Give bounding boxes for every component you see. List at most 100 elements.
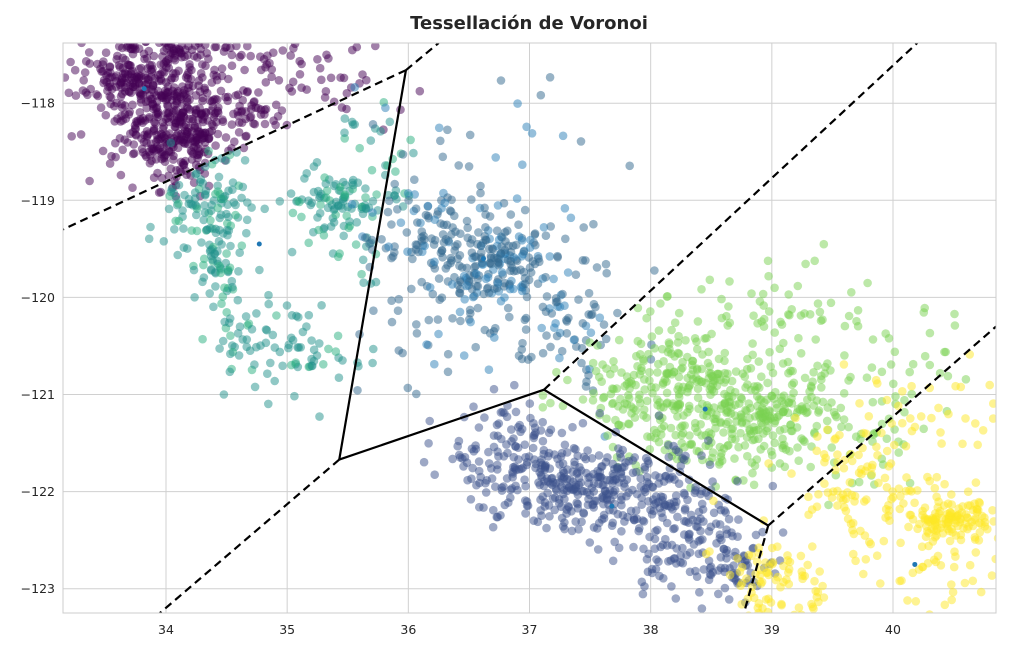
- scatter-point: [963, 487, 973, 497]
- scatter-point: [146, 222, 155, 232]
- scatter-point: [761, 416, 771, 425]
- scatter-point: [590, 496, 599, 506]
- scatter-point: [235, 322, 245, 332]
- scatter-point: [714, 566, 723, 575]
- scatter-point: [288, 208, 298, 218]
- scatter-point: [234, 267, 243, 276]
- scatter-point: [859, 569, 868, 579]
- scatter-point: [824, 500, 833, 510]
- scatter-point: [773, 542, 782, 551]
- scatter-point: [924, 541, 933, 551]
- scatter-point: [438, 152, 448, 162]
- scatter-point: [724, 595, 734, 604]
- scatter-point: [384, 196, 394, 206]
- scatter-point: [840, 321, 850, 331]
- scatter-point: [490, 333, 499, 342]
- scatter-point: [536, 426, 546, 435]
- scatter-point: [705, 460, 715, 470]
- scatter-point: [622, 399, 632, 409]
- scatter-point: [542, 292, 552, 301]
- scatter-point: [447, 195, 456, 205]
- scatter-point: [801, 259, 810, 269]
- scatter-point: [903, 596, 912, 605]
- scatter-point: [448, 280, 457, 289]
- scatter-point: [412, 389, 421, 399]
- scatter-point: [813, 361, 822, 371]
- scatter-point: [509, 266, 519, 276]
- x-tick-label: 35: [279, 622, 295, 637]
- scatter-point: [570, 460, 579, 470]
- scatter-point: [872, 442, 881, 452]
- scatter-point: [558, 131, 568, 141]
- scatter-point: [676, 423, 685, 432]
- scatter-point: [868, 335, 878, 344]
- scatter-point: [184, 68, 193, 77]
- scatter-point: [654, 437, 664, 447]
- scatter-point: [770, 283, 779, 293]
- scatter-point: [772, 403, 782, 413]
- scatter-point: [573, 499, 583, 509]
- chart-title: Tessellación de Voronoi: [410, 13, 648, 34]
- scatter-point: [963, 524, 972, 534]
- scatter-point: [654, 326, 664, 335]
- scatter-point: [609, 364, 619, 373]
- scatter-point: [778, 434, 787, 444]
- scatter-point: [937, 439, 946, 448]
- scatter-point: [818, 315, 827, 325]
- scatter-point: [79, 76, 88, 85]
- scatter-point: [562, 481, 571, 490]
- scatter-point: [489, 505, 498, 515]
- scatter-point: [896, 538, 905, 548]
- scatter-point: [484, 459, 494, 468]
- scatter-point: [227, 61, 237, 70]
- scatter-point: [754, 599, 764, 608]
- scatter-point: [616, 453, 626, 462]
- scatter-point: [571, 270, 581, 280]
- scatter-point: [680, 504, 690, 513]
- scatter-point: [989, 517, 996, 526]
- scatter-point: [247, 325, 257, 334]
- scatter-point: [807, 599, 816, 609]
- scatter-point: [188, 200, 197, 210]
- scatter-point: [614, 543, 624, 553]
- scatter-point: [714, 354, 724, 364]
- scatter-point: [207, 159, 217, 169]
- scatter-point: [988, 506, 996, 515]
- scatter-point: [531, 459, 541, 469]
- scatter-point: [847, 456, 857, 466]
- scatter-point: [76, 130, 86, 139]
- scatter-point: [561, 234, 570, 244]
- scatter-point: [80, 68, 90, 77]
- scatter-point: [474, 423, 484, 432]
- scatter-point: [241, 312, 251, 321]
- scatter-point: [353, 386, 362, 395]
- scatter-point: [637, 577, 647, 587]
- scatter-point: [697, 451, 706, 460]
- scatter-point: [551, 297, 561, 307]
- scatter-point: [335, 182, 345, 192]
- scatter-point: [220, 283, 229, 293]
- scatter-point: [228, 185, 237, 194]
- scatter-point: [976, 587, 986, 597]
- scatter-point: [977, 511, 987, 521]
- scatter-point: [206, 216, 215, 225]
- scatter-point: [755, 395, 764, 404]
- voronoi-ridges: [63, 43, 996, 613]
- scatter-point: [836, 403, 846, 413]
- scatter-point: [352, 43, 362, 52]
- scatter-point: [771, 416, 780, 426]
- scatter-point: [213, 203, 223, 213]
- scatter-point: [578, 255, 588, 265]
- scatter-point: [696, 514, 705, 523]
- scatter-point: [704, 575, 714, 585]
- scatter-point: [440, 198, 450, 208]
- scatter-point: [767, 450, 777, 460]
- scatter-point: [434, 123, 444, 133]
- scatter-point: [484, 447, 493, 457]
- scatter-point: [761, 558, 770, 567]
- scatter-point: [481, 210, 490, 219]
- scatter-point: [671, 491, 681, 501]
- scatter-point: [559, 489, 568, 499]
- scatter-point: [655, 571, 664, 581]
- scatter-point: [121, 69, 130, 79]
